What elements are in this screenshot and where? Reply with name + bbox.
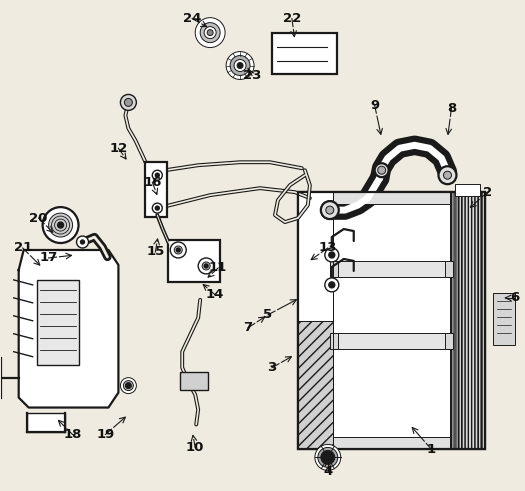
Circle shape: [80, 240, 85, 244]
Bar: [446, 261, 454, 277]
Circle shape: [326, 206, 334, 214]
Circle shape: [237, 62, 243, 69]
Circle shape: [198, 258, 214, 274]
Bar: [456, 184, 480, 196]
Circle shape: [204, 264, 208, 268]
Polygon shape: [19, 250, 119, 408]
Circle shape: [329, 252, 335, 258]
Circle shape: [176, 248, 180, 252]
Text: 14: 14: [206, 288, 224, 301]
Circle shape: [152, 170, 162, 180]
Text: 17: 17: [39, 251, 58, 265]
Circle shape: [152, 203, 162, 213]
Bar: [145, 162, 167, 217]
Text: 9: 9: [370, 99, 379, 112]
Bar: [180, 372, 208, 389]
Circle shape: [325, 248, 339, 262]
Circle shape: [200, 23, 220, 43]
Circle shape: [329, 282, 335, 288]
Text: 5: 5: [264, 308, 272, 321]
Bar: [450, 192, 486, 449]
Text: 1: 1: [427, 443, 436, 456]
Text: 2: 2: [483, 186, 492, 199]
Bar: [272, 32, 337, 75]
Circle shape: [77, 236, 89, 248]
Circle shape: [444, 171, 452, 179]
Bar: [333, 192, 450, 204]
Text: 20: 20: [29, 212, 48, 224]
Circle shape: [155, 173, 159, 177]
Circle shape: [207, 29, 213, 35]
Circle shape: [49, 213, 72, 237]
Circle shape: [321, 450, 335, 464]
Text: 19: 19: [96, 428, 114, 441]
Text: 24: 24: [183, 12, 202, 25]
Circle shape: [120, 94, 136, 110]
Circle shape: [377, 166, 386, 174]
Bar: [330, 261, 338, 277]
Circle shape: [123, 381, 133, 390]
Circle shape: [174, 246, 182, 254]
Circle shape: [195, 18, 225, 48]
Bar: [333, 333, 450, 349]
Circle shape: [325, 278, 339, 292]
Text: 8: 8: [447, 102, 456, 115]
Text: 3: 3: [267, 361, 277, 374]
Bar: [298, 192, 486, 449]
Circle shape: [124, 98, 132, 107]
Bar: [27, 412, 65, 433]
Text: 15: 15: [146, 246, 164, 258]
Bar: [446, 333, 454, 349]
Circle shape: [204, 27, 216, 39]
Circle shape: [226, 52, 254, 80]
Bar: [333, 437, 450, 449]
Bar: [494, 293, 515, 345]
Text: 6: 6: [510, 291, 519, 304]
Text: 12: 12: [109, 142, 128, 155]
Circle shape: [315, 444, 341, 470]
Bar: [330, 333, 338, 349]
Text: 13: 13: [319, 242, 337, 254]
Circle shape: [321, 201, 339, 219]
Circle shape: [202, 262, 210, 270]
Circle shape: [43, 207, 79, 243]
Text: 16: 16: [143, 176, 162, 189]
Text: 21: 21: [14, 242, 32, 254]
Bar: [298, 321, 333, 449]
Text: 10: 10: [186, 441, 204, 454]
Text: 22: 22: [283, 12, 301, 25]
Bar: [333, 261, 450, 277]
Circle shape: [234, 59, 246, 72]
Circle shape: [170, 242, 186, 258]
Circle shape: [375, 163, 388, 177]
Circle shape: [125, 382, 131, 388]
Circle shape: [58, 222, 64, 228]
Bar: [37, 280, 79, 365]
Circle shape: [230, 55, 250, 76]
Circle shape: [155, 206, 159, 210]
Text: 18: 18: [64, 428, 82, 441]
Bar: [169, 240, 220, 282]
Text: 4: 4: [323, 465, 332, 478]
Bar: [298, 192, 333, 321]
Circle shape: [438, 166, 456, 184]
Bar: [298, 192, 486, 449]
Text: 23: 23: [243, 69, 261, 82]
Circle shape: [318, 447, 338, 467]
Text: 11: 11: [209, 261, 227, 274]
Circle shape: [120, 378, 136, 394]
Text: 7: 7: [244, 321, 253, 334]
